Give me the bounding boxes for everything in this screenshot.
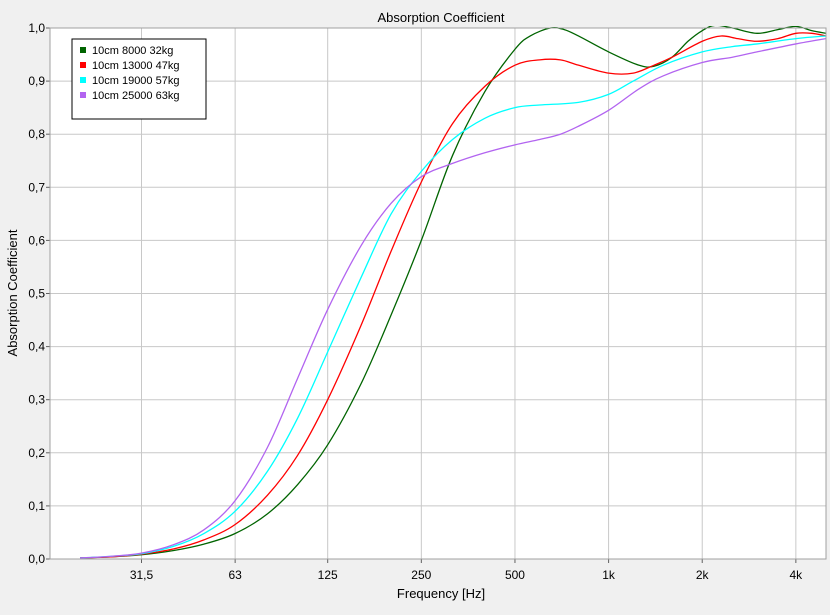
- axes: 0,0 0,1 0,2 0,3 0,4 0,5 0,6 0,7 0,8 0,9 1,0 31,5 63 1…: [28, 21, 827, 582]
- y-tick-label: 1,0: [28, 21, 45, 35]
- legend-swatch: [80, 47, 86, 53]
- y-tick-label: 0,1: [28, 499, 45, 513]
- legend-label: 10cm 13000 47kg: [92, 60, 179, 72]
- x-tick-label: 2k: [696, 568, 710, 582]
- y-tick-label: 0,5: [28, 287, 45, 301]
- y-tick-label: 0,3: [28, 393, 45, 407]
- y-tick-label: 0,0: [28, 552, 45, 566]
- grid: [50, 28, 826, 559]
- legend-label: 10cm 25000 63kg: [92, 90, 179, 102]
- legend-label: 10cm 19000 57kg: [92, 75, 179, 87]
- x-tick-label: 125: [318, 568, 338, 582]
- series-lines: [80, 26, 826, 559]
- x-tick-label: 31,5: [130, 568, 154, 582]
- legend-label: 10cm 8000 32kg: [92, 45, 173, 57]
- y-tick-label: 0,7: [28, 180, 45, 194]
- x-tick-label: 1k: [602, 568, 616, 582]
- y-tick-label: 0,2: [28, 446, 45, 460]
- y-tick-label: 0,6: [28, 233, 45, 247]
- y-tick-label: 0,9: [28, 74, 45, 88]
- legend: 10cm 8000 32kg 10cm 13000 47kg 10cm 19000 …: [71, 38, 207, 120]
- legend-swatch: [80, 92, 86, 98]
- series-line-1: [80, 26, 826, 559]
- x-tick-label: 500: [505, 568, 525, 582]
- legend-swatch: [80, 62, 86, 68]
- legend-box: [71, 38, 207, 120]
- legend-swatch: [80, 77, 86, 83]
- series-line-2: [80, 32, 826, 559]
- y-tick-label: 0,8: [28, 127, 45, 141]
- series-line-4: [80, 37, 826, 559]
- plot-border: [49, 27, 827, 560]
- x-tick-label: 250: [411, 568, 431, 582]
- series-line-3: [80, 35, 826, 559]
- x-tick-label: 4k: [790, 568, 804, 582]
- y-tick-label: 0,4: [28, 340, 45, 354]
- x-tick-label: 63: [228, 568, 242, 582]
- x-axis-label: Frequency [Hz]: [397, 586, 485, 601]
- y-axis-label: Absorption Coefficient: [5, 229, 20, 356]
- chart-title: Absorption Coefficient: [378, 10, 505, 25]
